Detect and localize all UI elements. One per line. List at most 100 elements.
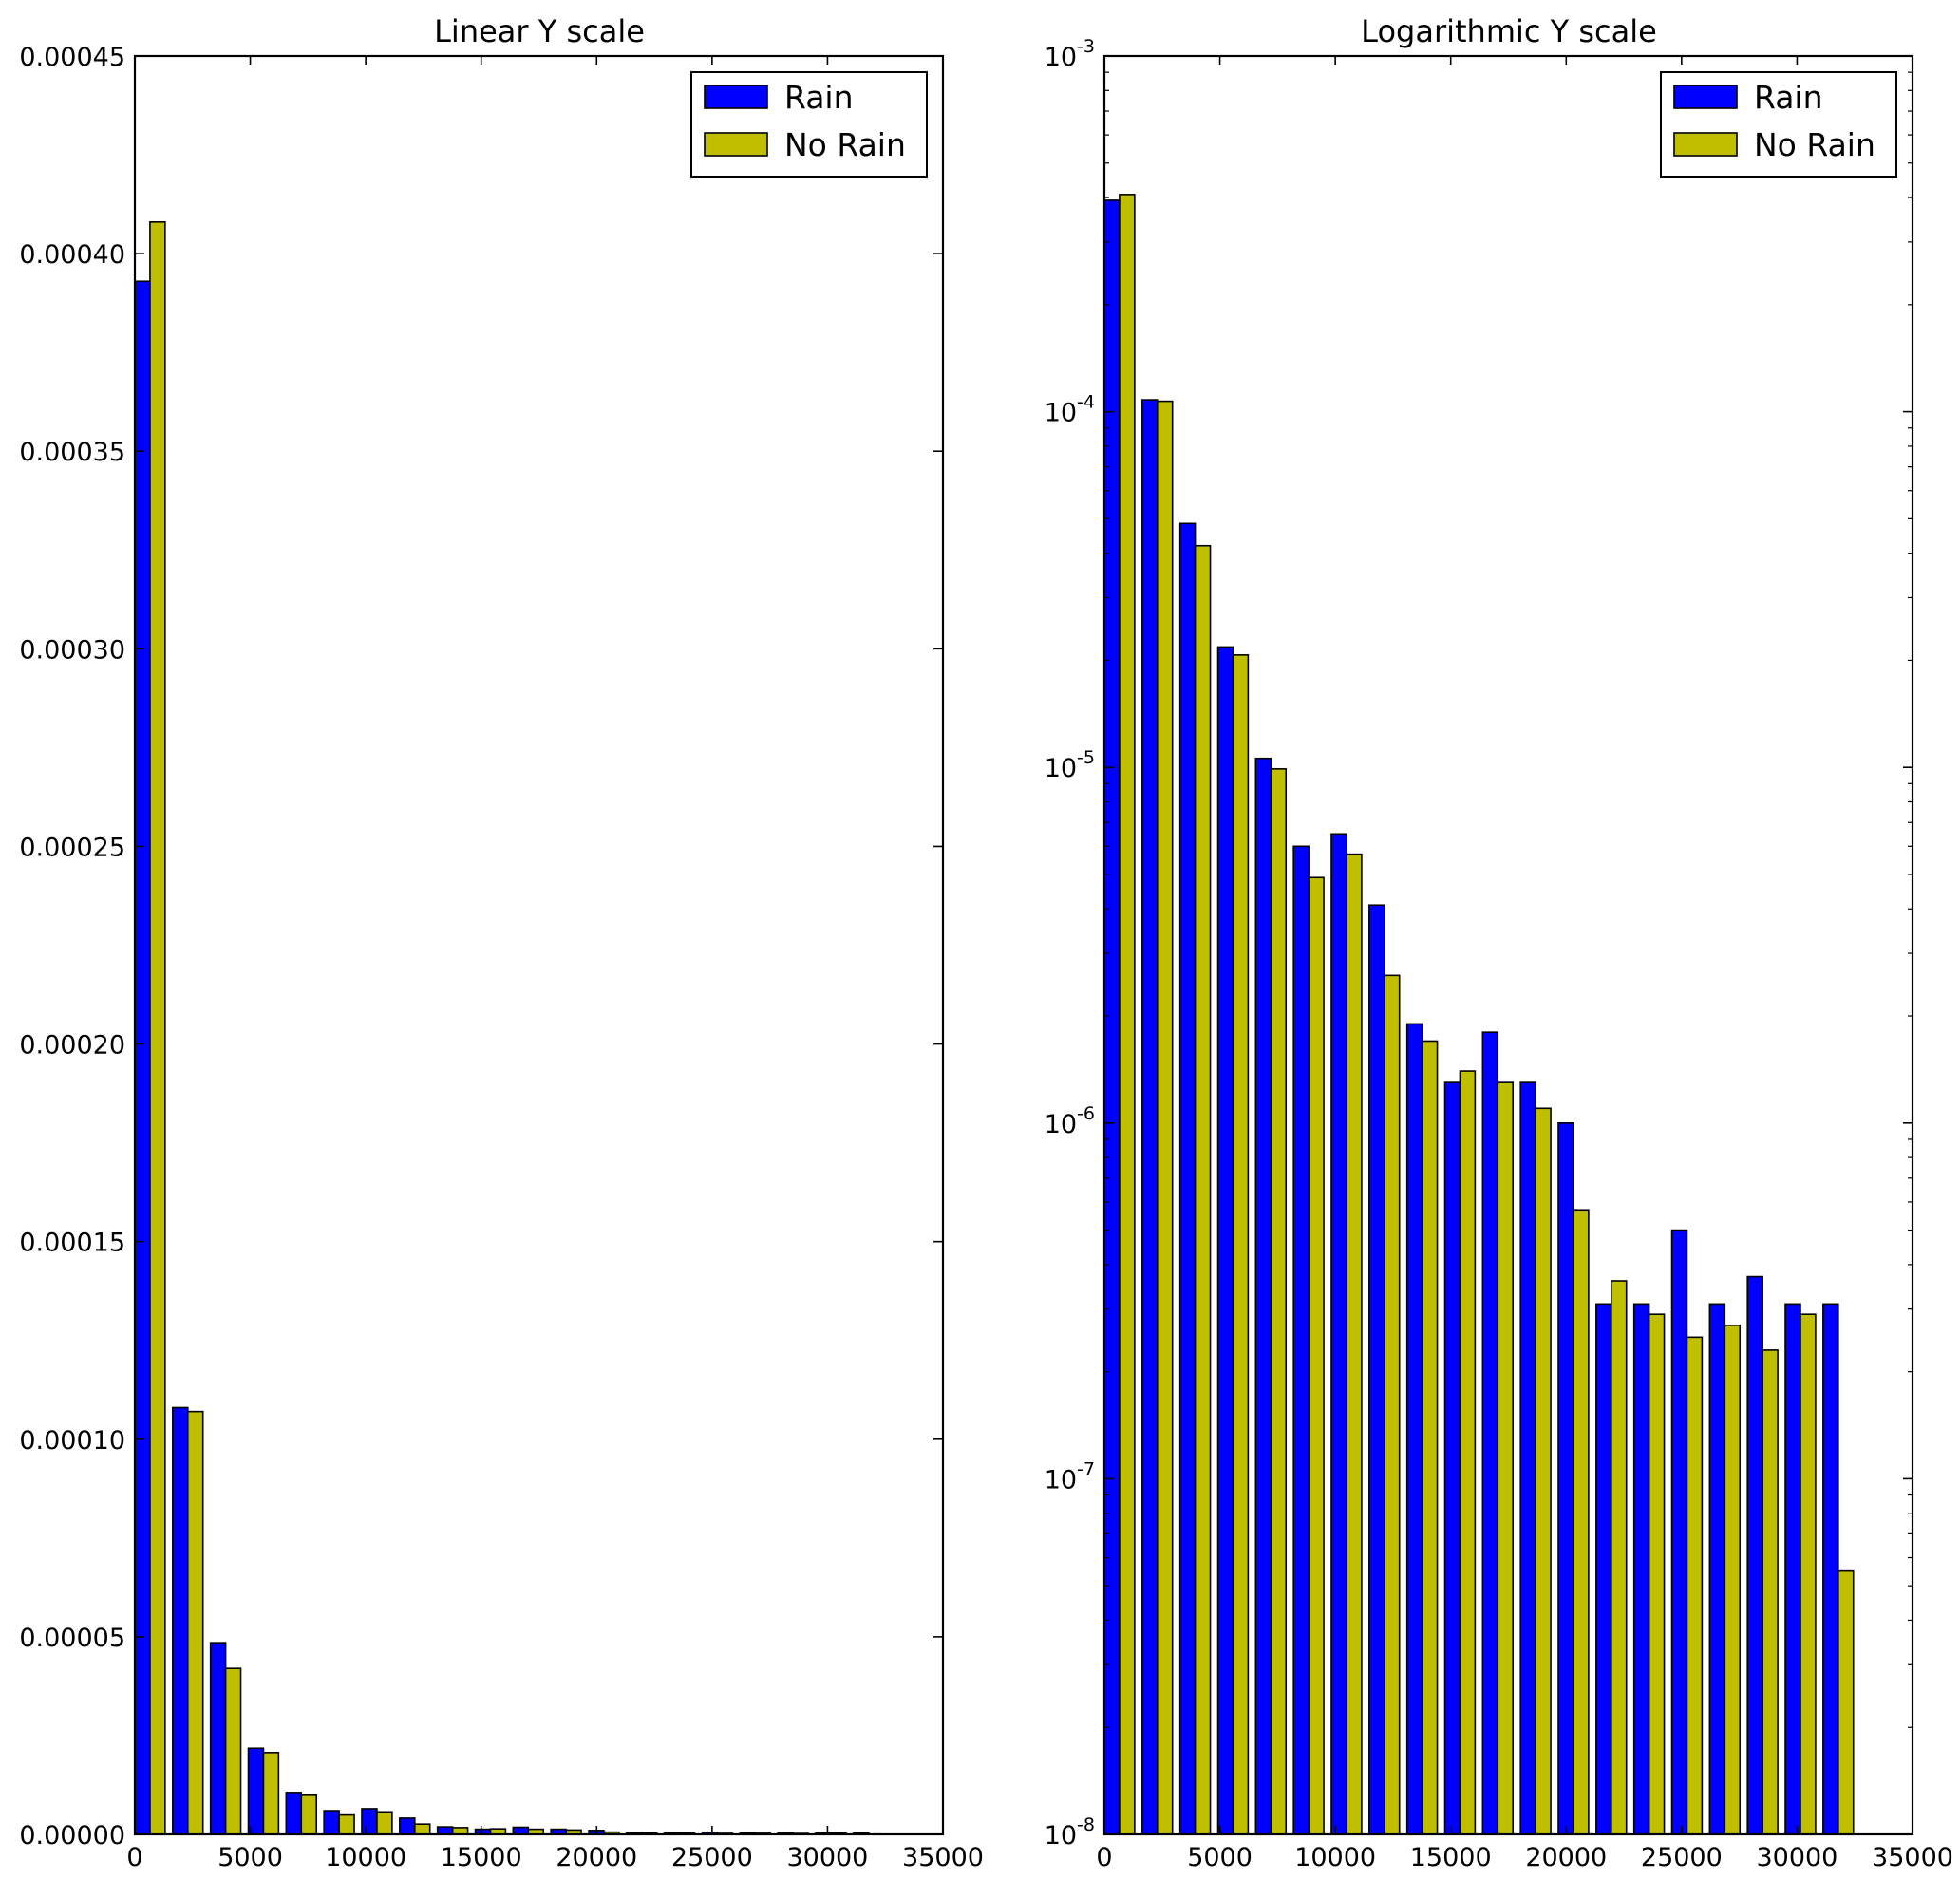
log-bar-rain-14	[1632, 1303, 1650, 1835]
linear-xtick-label: 10000	[325, 1843, 406, 1872]
log-xtick-label: 30000	[1756, 1843, 1838, 1872]
log-ytick-exponent: -6	[1077, 1103, 1095, 1124]
linear-ytick-label: 0.00030	[19, 635, 125, 665]
linear-bars	[134, 221, 885, 1835]
log-legend-swatch-rain	[1673, 85, 1738, 109]
linear-bar-no-rain-0	[149, 221, 166, 1835]
log-xtick-label: 15000	[1410, 1843, 1492, 1872]
log-xtick-label: 20000	[1525, 1843, 1607, 1872]
log-bar-no-rain-7	[1383, 974, 1401, 1835]
log-bar-no-rain-17	[1762, 1349, 1779, 1835]
log-ytick-exponent: -4	[1077, 392, 1095, 413]
log-bar-rain-7	[1368, 904, 1385, 1835]
log-ytick-base: 10	[1045, 1821, 1077, 1851]
linear-ytick-label: 0.00045	[19, 43, 125, 72]
log-legend-label-no-rain: No Rain	[1754, 126, 1875, 163]
log-ytick-exponent: -8	[1077, 1814, 1095, 1835]
log-xtick-label: 5000	[1187, 1843, 1253, 1872]
linear-xtick-label: 25000	[671, 1843, 753, 1872]
log-bar-no-rain-9	[1459, 1070, 1477, 1835]
log-xtick-label: 10000	[1294, 1843, 1376, 1872]
linear-legend-label-rain: Rain	[784, 79, 854, 116]
log-bar-no-rain-18	[1800, 1313, 1817, 1835]
log-bar-rain-8	[1405, 1023, 1423, 1835]
log-bar-rain-15	[1670, 1229, 1688, 1835]
log-bar-no-rain-6	[1346, 853, 1363, 1835]
log-axes-frame	[1102, 54, 1914, 1836]
log-ytick-base: 10	[1045, 1110, 1077, 1139]
linear-bar-rain-2	[209, 1642, 227, 1835]
log-ytick-exponent: -5	[1077, 747, 1095, 768]
log-bar-no-rain-4	[1270, 768, 1288, 1835]
linear-bar-rain-10	[512, 1826, 530, 1835]
linear-ytick-label: 0.00040	[19, 240, 125, 270]
log-bar-rain-4	[1254, 757, 1272, 1835]
log-bar-no-rain-13	[1610, 1280, 1628, 1835]
log-bar-no-rain-2	[1194, 544, 1212, 1835]
linear-legend: Rain No Rain	[690, 71, 928, 178]
log-legend: Rain No Rain	[1660, 71, 1897, 178]
linear-bar-no-rain-2	[224, 1667, 242, 1835]
linear-legend-label-no-rain: No Rain	[784, 126, 906, 163]
log-ytick-label: 10-3	[1045, 36, 1095, 72]
linear-bar-rain-8	[436, 1826, 454, 1835]
log-ytick-label: 10-7	[1045, 1458, 1095, 1494]
log-bar-rain-13	[1595, 1303, 1612, 1835]
linear-bar-rain-4	[285, 1792, 303, 1835]
linear-bar-rain-0	[134, 280, 151, 1835]
log-bars	[1103, 194, 1855, 1835]
linear-axes-frame	[133, 54, 945, 1836]
log-bar-rain-11	[1519, 1081, 1536, 1835]
log-bar-rain-0	[1103, 199, 1121, 1835]
log-bar-rain-19	[1822, 1303, 1839, 1835]
log-bar-rain-2	[1178, 522, 1197, 1835]
log-ticks: 0 5000 10000 15000 20000 25000 30000 3500010-81…	[1045, 36, 1953, 1872]
log-ytick-base: 10	[1045, 43, 1077, 72]
log-ytick-base: 10	[1045, 399, 1077, 428]
log-bar-rain-12	[1557, 1122, 1574, 1835]
linear-ytick-label: 0.00000	[19, 1821, 125, 1851]
log-bar-rain-18	[1784, 1303, 1801, 1835]
linear-bar-rain-3	[247, 1747, 265, 1835]
linear-bar-no-rain-4	[300, 1794, 318, 1835]
log-ytick-base: 10	[1045, 754, 1077, 783]
log-bar-rain-9	[1443, 1081, 1461, 1835]
log-ytick-label: 10-4	[1045, 392, 1095, 428]
log-bar-no-rain-10	[1497, 1081, 1515, 1835]
linear-bar-rain-5	[323, 1810, 340, 1835]
log-ytick-label: 10-6	[1045, 1103, 1095, 1139]
linear-xtick-label: 15000	[441, 1843, 522, 1872]
linear-bar-rain-6	[361, 1808, 378, 1835]
linear-chart-title: Linear Y scale	[434, 13, 645, 49]
log-bar-no-rain-0	[1119, 194, 1136, 1835]
linear-bar-no-rain-3	[262, 1752, 280, 1835]
linear-ytick-label: 0.00010	[19, 1426, 125, 1456]
log-ytick-label: 10-8	[1045, 1814, 1095, 1851]
log-bar-no-rain-5	[1308, 876, 1325, 1835]
linear-bar-rain-7	[399, 1817, 416, 1835]
linear-bar-rain-1	[172, 1406, 189, 1835]
log-bar-no-rain-19	[1838, 1569, 1855, 1835]
linear-xtick-label: 35000	[902, 1843, 984, 1872]
linear-ytick-label: 0.00025	[19, 833, 125, 862]
linear-bar-no-rain-6	[376, 1811, 393, 1835]
log-bar-rain-5	[1292, 845, 1310, 1835]
log-ytick-exponent: -3	[1077, 36, 1095, 57]
log-bar-no-rain-3	[1232, 654, 1250, 1835]
log-ytick-base: 10	[1045, 1465, 1077, 1494]
log-bar-rain-10	[1481, 1031, 1499, 1835]
log-bar-no-rain-12	[1573, 1209, 1590, 1835]
linear-xtick-label: 20000	[556, 1843, 637, 1872]
log-bar-rain-17	[1746, 1275, 1763, 1835]
linear-scale-panel: Linear Y scale 0 5000 10000 15000 20000 25000…	[19, 13, 984, 1872]
log-bar-no-rain-15	[1686, 1336, 1704, 1835]
log-xtick-label: 35000	[1872, 1843, 1953, 1872]
linear-xtick-label: 5000	[217, 1843, 283, 1872]
linear-legend-swatch-no-rain	[704, 132, 768, 157]
linear-ytick-label: 0.00005	[19, 1624, 125, 1653]
log-bar-no-rain-1	[1156, 400, 1174, 1835]
log-scale-panel: Logarithmic Y scale 0 5000 10000 15000 20000…	[1045, 13, 1953, 1872]
linear-bar-no-rain-7	[413, 1823, 431, 1835]
linear-ticks: 0 5000 10000 15000 20000 25000 30000 35000 0.000…	[19, 43, 984, 1872]
